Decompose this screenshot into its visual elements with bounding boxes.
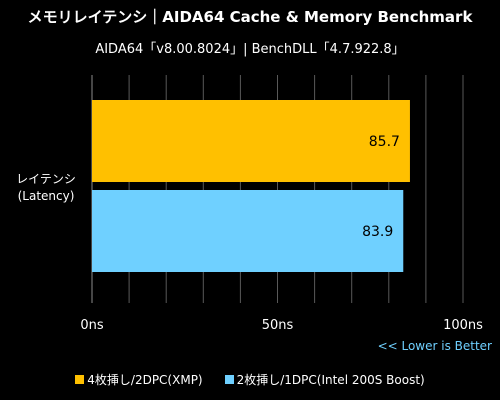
bar (92, 100, 410, 182)
legend-label-boost: 2枚挿し/1DPC(Intel 200S Boost) (236, 373, 425, 387)
legend: 4枚挿し/2DPC(XMP) 2枚挿し/1DPC(Intel 200S Boos… (0, 371, 500, 388)
x-tick-label: 100ns (443, 318, 483, 333)
chart-title: メモリレイテンシ｜AIDA64 Cache & Memory Benchmark (27, 8, 473, 26)
x-tick-label: 50ns (262, 318, 294, 333)
legend-item-boost: 2枚挿し/1DPC(Intel 200S Boost) (224, 371, 425, 388)
bar-value-label: 85.7 (369, 134, 400, 150)
category-label: レイテンシ (16, 172, 76, 186)
legend-swatch-boost (224, 375, 234, 384)
bar (92, 190, 404, 272)
chart-subtitle: AIDA64「v8.00.8024」| BenchDLL「4.7.922.8」 (95, 42, 405, 57)
legend-swatch-xmp (75, 375, 85, 384)
legend-item-xmp: 4枚挿し/2DPC(XMP) (75, 371, 203, 388)
bar-value-label: 83.9 (362, 224, 393, 240)
x-tick-label: 0ns (80, 318, 104, 333)
lower-is-better-note: << Lower is Better (377, 339, 492, 353)
category-label: (Latency) (18, 189, 75, 203)
legend-label-xmp: 4枚挿し/2DPC(XMP) (87, 373, 203, 387)
